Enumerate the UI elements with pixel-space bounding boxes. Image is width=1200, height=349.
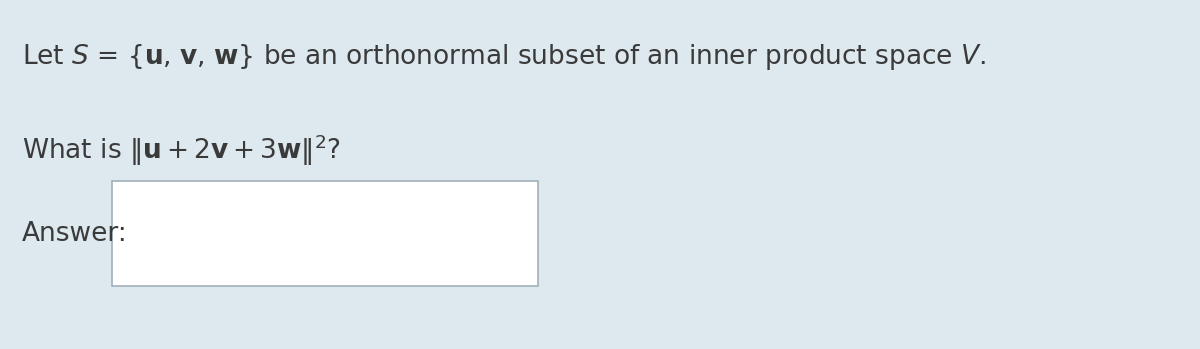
Text: What is $\|\mathbf{u} + 2\mathbf{v} + 3\mathbf{w}\|^2$?: What is $\|\mathbf{u} + 2\mathbf{v} + 3\…	[22, 133, 341, 168]
FancyBboxPatch shape	[112, 181, 538, 286]
Text: Answer:: Answer:	[22, 221, 127, 247]
Text: Let $S$ = {$\mathbf{u}$, $\mathbf{v}$, $\mathbf{w}$} be an orthonormal subset of: Let $S$ = {$\mathbf{u}$, $\mathbf{v}$, $…	[22, 42, 985, 72]
